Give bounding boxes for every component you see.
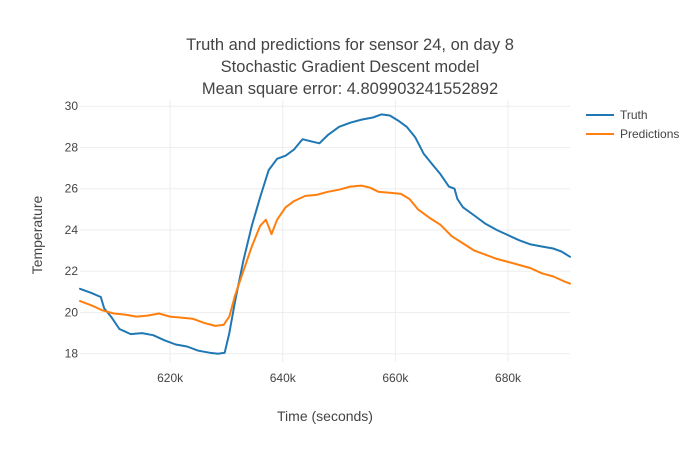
x-tick-label: 660k — [382, 371, 409, 385]
x-axis-ticks: 620k 640k 660k 680k — [157, 371, 522, 385]
y-tick-label: 22 — [65, 264, 79, 278]
y-tick-label: 28 — [65, 140, 79, 154]
legend-label: Truth — [620, 108, 648, 122]
x-gridlines — [169, 100, 509, 362]
y-tick-label: 18 — [65, 347, 79, 361]
chart-title-line-2: Stochastic Gradient Descent model — [221, 58, 480, 76]
legend[interactable]: Truth Predictions — [586, 108, 679, 141]
chart-title: Truth and predictions for sensor 24, on … — [186, 36, 514, 98]
legend-item-truth[interactable]: Truth — [586, 108, 648, 122]
series-line-truth — [79, 113, 571, 355]
x-tick-label: 680k — [495, 371, 522, 385]
legend-item-predictions[interactable]: Predictions — [586, 127, 679, 141]
chart-title-line-3: Mean square error: 4.809903241552892 — [202, 80, 498, 98]
y-tick-label: 24 — [65, 223, 79, 237]
legend-label: Predictions — [620, 127, 679, 141]
x-tick-label: 640k — [270, 371, 297, 385]
y-tick-label: 26 — [65, 182, 79, 196]
series-lines — [79, 113, 571, 355]
plot-area — [79, 113, 571, 355]
y-gridlines — [80, 105, 570, 355]
x-axis-title: Time (seconds) — [277, 408, 373, 424]
series-line-predictions — [79, 184, 571, 327]
x-tick-label: 620k — [157, 371, 184, 385]
chart-title-line-1: Truth and predictions for sensor 24, on … — [186, 36, 514, 54]
y-tick-label: 20 — [65, 305, 79, 319]
y-axis-title: Temperature — [29, 195, 45, 274]
y-tick-label: 30 — [65, 99, 79, 113]
y-axis-ticks: 18 20 22 24 26 28 30 — [65, 99, 79, 361]
